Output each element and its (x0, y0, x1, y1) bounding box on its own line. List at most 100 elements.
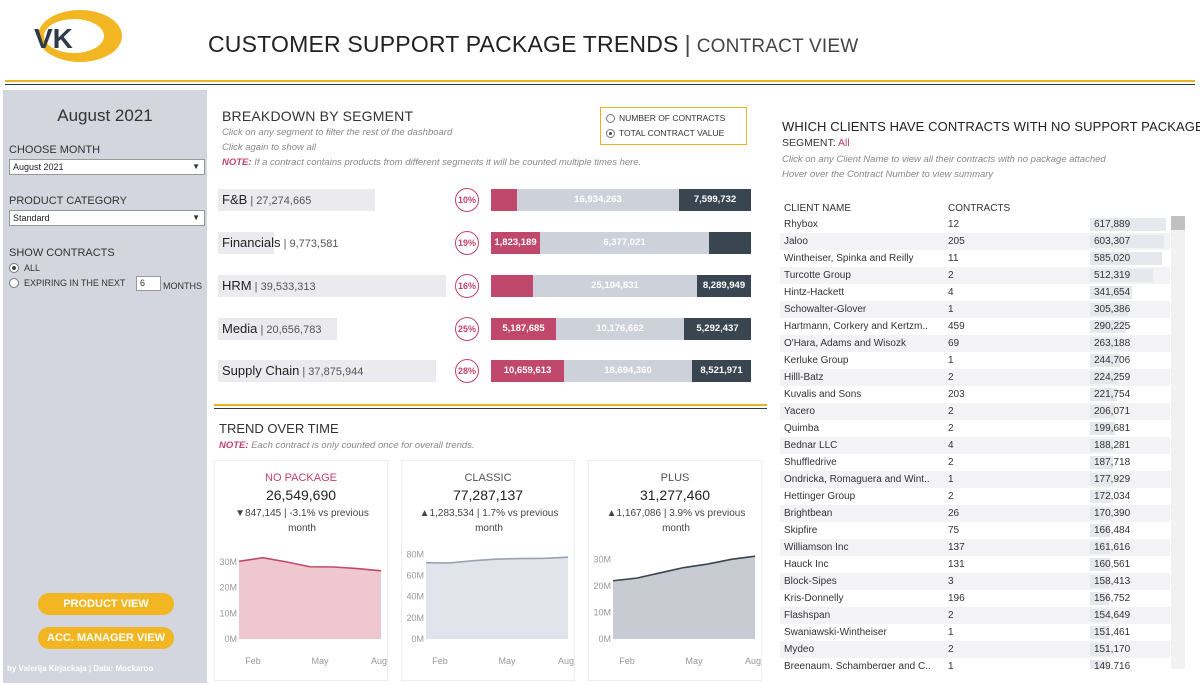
toggle-number-of-contracts[interactable]: NUMBER OF CONTRACTS (606, 113, 725, 123)
client-contracts[interactable]: 2 (948, 491, 954, 502)
client-name[interactable]: Quimba (784, 423, 820, 434)
classic-bar[interactable]: 18,694,360 (564, 360, 692, 382)
client-name[interactable]: Breenaum, Schamberger and C.. (784, 661, 931, 669)
client-row[interactable]: Yacero 2 206,071 (780, 403, 1170, 420)
client-row[interactable]: Ondricka, Romaguera and Wint.. 1 177,929 (780, 471, 1170, 488)
classic-bar[interactable]: 10,176,662 (556, 318, 684, 340)
client-name[interactable]: Hartmann, Corkery and Kertzm.. (784, 321, 928, 332)
client-name[interactable]: Shuffledrive (784, 457, 837, 468)
client-contracts[interactable]: 2 (948, 406, 954, 417)
client-contracts[interactable]: 137 (948, 542, 965, 553)
trend-card[interactable]: CLASSIC 77,287,137 ▲1,283,534 | 1.7% vs pr… (401, 460, 575, 681)
client-row[interactable]: O'Hara, Adams and Wisozk 69 263,188 (780, 335, 1170, 352)
col-header-client-name[interactable]: CLIENT NAME (784, 203, 852, 214)
clients-scrollbar[interactable] (1171, 216, 1185, 669)
classic-bar[interactable]: 16,934,263 (517, 189, 679, 211)
client-row[interactable]: Block-Sipes 3 158,413 (780, 573, 1170, 590)
classic-bar[interactable]: 6,377,021 (540, 232, 709, 254)
client-contracts[interactable]: 4 (948, 287, 954, 298)
client-name[interactable]: Kris-Donnelly (784, 593, 844, 604)
product-category-select[interactable]: Standard ▼ (9, 210, 205, 226)
client-row[interactable]: Hilll-Batz 2 224,259 (780, 369, 1170, 386)
client-row[interactable]: Kris-Donnelly 196 156,752 (780, 590, 1170, 607)
client-row[interactable]: Kerluke Group 1 244,706 (780, 352, 1170, 369)
client-name[interactable]: Turcotte Group (784, 270, 851, 281)
product-view-button[interactable]: PRODUCT VIEW (38, 593, 174, 615)
client-contracts[interactable]: 131 (948, 559, 965, 570)
client-name[interactable]: Brightbean (784, 508, 833, 519)
col-header-contracts[interactable]: CONTRACTS (948, 203, 1011, 214)
client-row[interactable]: Kuvalis and Sons 203 221,754 (780, 386, 1170, 403)
classic-bar[interactable]: 25,104,831 (533, 275, 697, 297)
trend-card[interactable]: NO PACKAGE 26,549,690 ▼847,145 | -3.1% vs … (214, 460, 388, 681)
client-name[interactable]: Rhybox (784, 219, 818, 230)
client-row[interactable]: Rhybox 12 617,889 (780, 216, 1170, 233)
client-name[interactable]: Kerluke Group (784, 355, 849, 366)
client-name[interactable]: Hauck Inc (784, 559, 829, 570)
radio-expiring[interactable]: EXPIRING IN THE NEXT (9, 278, 125, 288)
client-name[interactable]: Bednar LLC (784, 440, 838, 451)
clients-scrollbar-thumb[interactable] (1171, 216, 1185, 230)
client-name[interactable]: Mydeo (784, 644, 815, 655)
client-row[interactable]: Hartmann, Corkery and Kertzm.. 459 290,225 (780, 318, 1170, 335)
client-contracts[interactable]: 26 (948, 508, 960, 519)
client-name[interactable]: Jaloo (784, 236, 808, 247)
client-name[interactable]: Ondricka, Romaguera and Wint.. (784, 474, 930, 485)
client-contracts[interactable]: 205 (948, 236, 965, 247)
client-name[interactable]: Flashspan (784, 610, 831, 621)
client-row[interactable]: Hintz-Hackett 4 341,654 (780, 284, 1170, 301)
client-row[interactable]: Swaniawski-Wintheiser 1 151,461 (780, 624, 1170, 641)
no-package-bar[interactable]: 1,823,189 (491, 232, 540, 254)
no-package-bar[interactable] (491, 275, 533, 297)
client-contracts[interactable]: 203 (948, 389, 965, 400)
plus-bar[interactable] (709, 232, 751, 254)
client-contracts[interactable]: 2 (948, 644, 954, 655)
client-row[interactable]: Flashspan 2 154,649 (780, 607, 1170, 624)
client-contracts[interactable]: 2 (948, 423, 954, 434)
client-contracts[interactable]: 11 (948, 253, 959, 264)
client-row[interactable]: Skipfire 75 166,484 (780, 522, 1170, 539)
plus-bar[interactable]: 8,289,949 (697, 275, 751, 297)
client-contracts[interactable]: 196 (948, 593, 965, 604)
client-contracts[interactable]: 75 (948, 525, 960, 536)
client-contracts[interactable]: 1 (948, 627, 954, 638)
client-row[interactable]: Bednar LLC 4 188,281 (780, 437, 1170, 454)
client-row[interactable]: Schowalter-Glover 1 305,386 (780, 301, 1170, 318)
client-row[interactable]: Quimba 2 199,681 (780, 420, 1170, 437)
toggle-total-contract-value[interactable]: TOTAL CONTRACT VALUE (606, 128, 724, 138)
client-contracts[interactable]: 3 (948, 576, 954, 587)
client-contracts[interactable]: 2 (948, 457, 954, 468)
client-row[interactable]: Turcotte Group 2 512,319 (780, 267, 1170, 284)
acc-manager-view-button[interactable]: ACC. MANAGER VIEW (38, 627, 174, 649)
client-row[interactable]: Shuffledrive 2 187,718 (780, 454, 1170, 471)
client-name[interactable]: Kuvalis and Sons (784, 389, 862, 400)
client-contracts[interactable]: 459 (948, 321, 965, 332)
client-name[interactable]: Skipfire (784, 525, 818, 536)
client-contracts[interactable]: 12 (948, 219, 960, 230)
client-name[interactable]: Hintz-Hackett (784, 287, 845, 298)
plus-bar[interactable]: 8,521,971 (692, 360, 751, 382)
client-name[interactable]: Schowalter-Glover (784, 304, 867, 315)
client-contracts[interactable]: 2 (948, 372, 954, 383)
no-package-bar[interactable]: 5,187,685 (491, 318, 556, 340)
client-name[interactable]: Hilll-Batz (784, 372, 824, 383)
no-package-bar[interactable] (491, 189, 517, 211)
client-row[interactable]: Hauck Inc 131 160,561 (780, 556, 1170, 573)
client-row[interactable]: Jaloo 205 603,307 (780, 233, 1170, 250)
client-contracts[interactable]: 2 (948, 270, 954, 281)
client-contracts[interactable]: 1 (948, 474, 954, 485)
plus-bar[interactable]: 7,599,732 (679, 189, 751, 211)
client-contracts[interactable]: 69 (948, 338, 960, 349)
client-contracts[interactable]: 1 (948, 661, 954, 669)
client-name[interactable]: Williamson Inc (784, 542, 849, 553)
radio-all[interactable]: ALL (9, 263, 40, 273)
client-name[interactable]: Hettinger Group (784, 491, 856, 502)
client-row[interactable]: Mydeo 2 151,170 (780, 641, 1170, 658)
expiring-months-input[interactable]: 6 (136, 276, 161, 291)
no-package-bar[interactable]: 10,659,613 (491, 360, 564, 382)
client-row[interactable]: Brightbean 26 170,390 (780, 505, 1170, 522)
client-row[interactable]: Wintheiser, Spinka and Reilly 11 585,020 (780, 250, 1170, 267)
client-contracts[interactable]: 1 (948, 355, 954, 366)
client-row[interactable]: Breenaum, Schamberger and C.. 1 149,716 (780, 658, 1170, 669)
client-name[interactable]: O'Hara, Adams and Wisozk (784, 338, 906, 349)
